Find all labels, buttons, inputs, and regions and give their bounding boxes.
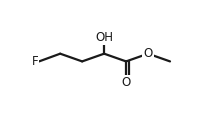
Text: O: O: [121, 76, 131, 89]
Text: OH: OH: [95, 31, 113, 44]
Text: F: F: [32, 55, 38, 68]
Text: O: O: [143, 47, 153, 60]
